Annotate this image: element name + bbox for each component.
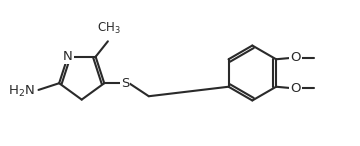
Text: H$_2$N: H$_2$N	[8, 84, 35, 99]
Text: S: S	[121, 77, 129, 90]
Text: CH$_3$: CH$_3$	[98, 21, 121, 36]
Text: N: N	[63, 50, 73, 63]
Text: O: O	[291, 51, 301, 64]
Text: O: O	[291, 82, 301, 95]
